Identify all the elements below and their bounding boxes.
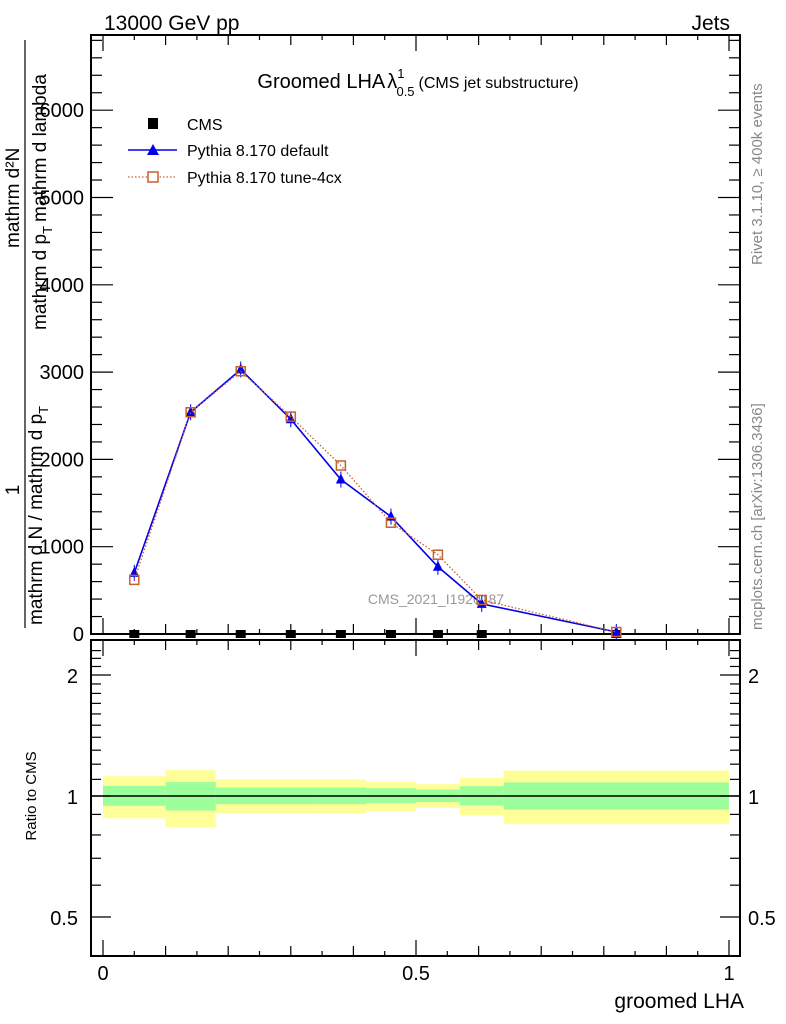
data-point (335, 630, 346, 638)
ylabel-denominator: mathrm d N / mathrm d pT (26, 406, 51, 625)
ratio-y-tick-label: 1 (67, 787, 78, 809)
data-point (335, 473, 346, 484)
legend-label-tune: Pythia 8.170 tune-4cx (187, 170, 342, 187)
main-plot: 0 1000 2000 3000 4000 5000 6000 (40, 34, 741, 646)
y-tick-label: 6000 (40, 100, 85, 122)
data-point (611, 625, 622, 636)
data-point (611, 626, 622, 638)
ratio-y-tick-label: 0.5 (50, 908, 78, 930)
data-point (185, 630, 196, 638)
data-point (185, 407, 196, 418)
legend-label-default: Pythia 8.170 default (187, 143, 329, 160)
data-point (235, 363, 246, 374)
x-tick-label: 0.5 (402, 963, 430, 985)
series-line (133, 370, 617, 633)
data-point (129, 630, 140, 638)
data-point (385, 630, 396, 638)
y-axis-label: 1 mathrm d N / mathrm d pT mathrm d²N ma… (3, 40, 55, 628)
x-tick-label: 0 (97, 963, 108, 985)
ratio-y-tick-label-right: 2 (748, 666, 759, 688)
side-text-rivet: Rivet 3.1.10, ≥ 400k events (749, 83, 766, 265)
ratio-plot: 0.5 0.5 1 1 2 2 (50, 639, 776, 957)
data-point (335, 460, 347, 471)
chart-title: Groomed LHA λ1 0.5 (CMS jet substructure) (257, 66, 578, 99)
data-point (129, 574, 140, 586)
data-point (476, 594, 487, 606)
x-tick-label: 1 (723, 963, 734, 985)
legend-label-cms: CMS (187, 117, 223, 134)
ratio-y-tick-label-right: 0.5 (748, 908, 776, 930)
y-tick-label: 4000 (40, 275, 85, 297)
data-point (285, 411, 297, 422)
legend: CMS Pythia 8.170 default Pythia 8.170 tu… (128, 117, 342, 187)
data-point (385, 510, 396, 521)
data-point (432, 560, 443, 571)
ratio-y-tick-label: 2 (67, 666, 78, 688)
header-left: 13000 GeV pp (104, 12, 239, 35)
data-point (476, 630, 487, 638)
x-axis-label: groomed LHA (614, 990, 744, 1013)
ylabel-one: 1 (3, 485, 24, 496)
y-tick-label: 3000 (40, 362, 85, 384)
legend-marker-default (147, 144, 159, 155)
ylabel-numerator-top: mathrm d²N (3, 148, 24, 248)
data-point (235, 365, 246, 377)
header-right: Jets (691, 12, 730, 35)
data-point (185, 406, 196, 417)
data-point (235, 630, 246, 638)
legend-marker-tune (147, 171, 159, 183)
data-point (432, 549, 444, 560)
side-text-mcplots: mcplots.cern.ch [arXiv:1306.3436] (749, 403, 766, 630)
data-point (129, 566, 140, 577)
series-pythia-tune-4cx (129, 365, 622, 638)
legend-marker-cms (148, 118, 158, 129)
ylabel-numerator-bottom: mathrm d pTmathrm d lambda (30, 74, 55, 330)
y-tick-label: 2000 (40, 449, 85, 471)
data-point (476, 597, 487, 608)
y-tick-label: 0 (73, 624, 84, 646)
y-tick-label: 5000 (40, 188, 85, 210)
ratio-ylabel: Ratio to CMS (23, 751, 40, 840)
data-point (432, 630, 443, 638)
ratio-y-tick-label-right: 1 (748, 787, 759, 809)
data-point (285, 630, 296, 638)
y-tick-label: 1000 (40, 537, 85, 559)
data-point (385, 517, 397, 528)
